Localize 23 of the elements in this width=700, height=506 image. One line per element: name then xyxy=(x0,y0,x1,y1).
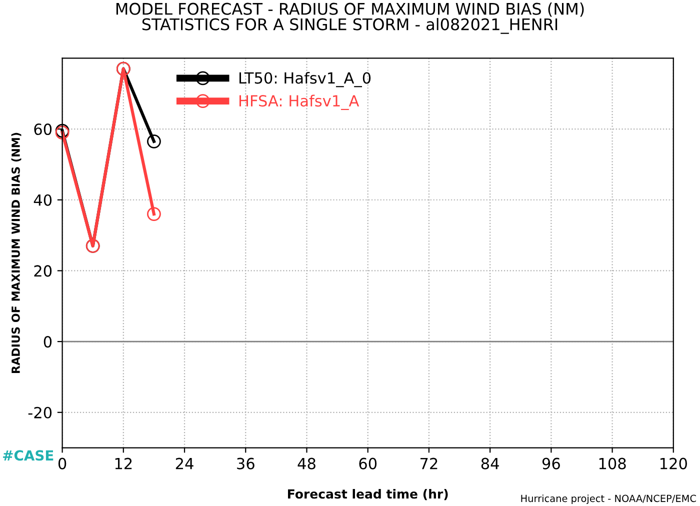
legend-label: LT50: Hafsv1_A_0 xyxy=(239,72,371,88)
x-tick-label: 60 xyxy=(359,458,377,470)
x-tick-label: 36 xyxy=(237,458,254,470)
x-tick-label: 84 xyxy=(481,458,499,470)
x-tick-label: 72 xyxy=(420,458,438,470)
y-tick-label: 20 xyxy=(34,265,52,277)
legend-label: HFSA: Hafsv1_A xyxy=(239,94,360,110)
chart-title: MODEL FORECAST - RADIUS OF MAXIMUM WIND BIAS (NM) STATISTICS FOR A SINGLE STORM - al082021_HENRI xyxy=(116,2,584,34)
y-tick-label: 0 xyxy=(44,336,52,348)
text: Hurricane project - NOAA/NCEP/EMC xyxy=(521,494,696,504)
y-tick-label: 40 xyxy=(34,194,52,206)
y-tick-label: -20 xyxy=(28,406,52,418)
y-tick-label: 60 xyxy=(34,123,52,136)
x-tick-label: 24 xyxy=(176,458,194,470)
x-tick-label: 96 xyxy=(542,458,560,470)
x-tick-label: 0 xyxy=(58,458,66,470)
x-axis-title: Forecast lead time (hr) xyxy=(288,488,448,500)
x-tick-label: 12 xyxy=(115,458,132,470)
text: #CASE xyxy=(3,450,54,461)
y-axis-title: RADIUS OF MAXIMUM WIND BIAS (NM) xyxy=(11,132,22,373)
x-tick-label: 48 xyxy=(298,458,316,470)
x-tick-label: 108 xyxy=(599,458,626,470)
x-tick-label: 120 xyxy=(660,458,687,470)
